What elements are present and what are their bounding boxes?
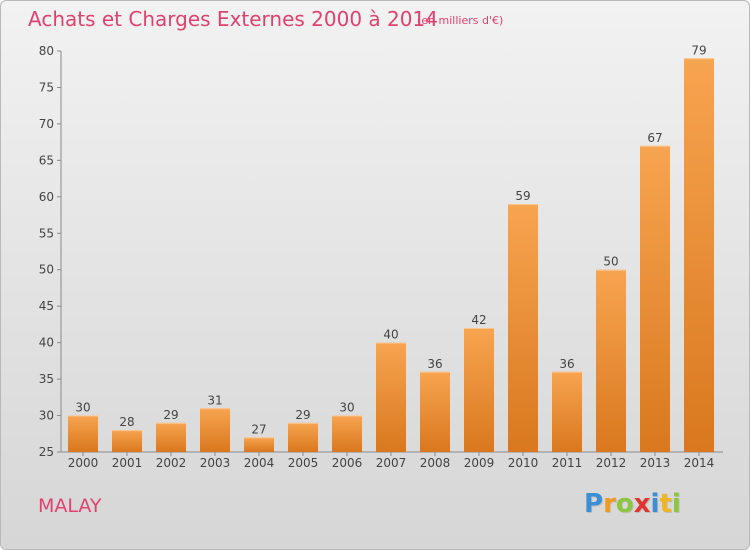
y-tick-label: 60 xyxy=(39,190,54,204)
x-tick-label: 2002 xyxy=(156,456,187,470)
bar xyxy=(112,430,142,452)
y-tick-label: 70 xyxy=(39,117,54,131)
data-label: 27 xyxy=(251,422,266,436)
bar xyxy=(420,371,450,452)
chart-subtitle: (en milliers d'€) xyxy=(417,14,504,27)
y-tick-label: 35 xyxy=(39,372,54,386)
bar xyxy=(640,145,670,453)
data-label: 36 xyxy=(559,357,574,371)
chart-bars: 30 28 29 31 27 29 30 40 36 42 59 36 50 67 79 xyxy=(68,43,714,453)
bar xyxy=(508,204,538,452)
data-label: 29 xyxy=(295,408,310,422)
x-tick-label: 2006 xyxy=(332,456,363,470)
bar xyxy=(68,415,98,452)
data-label: 30 xyxy=(339,401,354,415)
logo-letter: t xyxy=(659,489,672,519)
x-tick-label: 2012 xyxy=(596,456,627,470)
data-label: 28 xyxy=(119,415,134,429)
y-tick-label: 55 xyxy=(39,226,54,240)
y-tick-label: 30 xyxy=(39,409,54,423)
bar xyxy=(464,328,494,452)
location-label: MALAY xyxy=(38,495,102,517)
data-label: 40 xyxy=(383,328,398,342)
x-tick-label: 2013 xyxy=(640,456,671,470)
x-tick-label: 2010 xyxy=(508,456,539,470)
data-label: 42 xyxy=(471,313,486,327)
logo-letter: r xyxy=(603,489,616,519)
logo-letter: o xyxy=(615,489,634,519)
bar xyxy=(684,58,714,453)
bar xyxy=(596,269,626,452)
x-tick-label: 2009 xyxy=(464,456,495,470)
bar xyxy=(156,422,186,452)
data-label: 50 xyxy=(603,255,618,269)
y-tick-label: 80 xyxy=(39,44,54,58)
x-tick-label: 2001 xyxy=(112,456,143,470)
logo-letter: x xyxy=(633,489,651,519)
data-label: 79 xyxy=(691,43,706,57)
bar xyxy=(244,437,274,452)
x-tick-label: 2011 xyxy=(552,456,583,470)
x-tick-label: 2014 xyxy=(684,456,715,470)
chart-title: Achats et Charges Externes 2000 à 2014 xyxy=(28,7,438,31)
x-tick-label: 2000 xyxy=(68,456,99,470)
x-tick-label: 2008 xyxy=(420,456,451,470)
data-label: 30 xyxy=(75,401,90,415)
y-tick-label: 45 xyxy=(39,299,54,313)
bar xyxy=(376,342,406,452)
y-tick-label: 40 xyxy=(39,336,54,350)
bar xyxy=(200,408,230,452)
logo-letter: i xyxy=(650,489,660,519)
logo-letter: i xyxy=(671,489,681,519)
x-tick-label: 2007 xyxy=(376,456,407,470)
data-label: 29 xyxy=(163,408,178,422)
y-tick-label: 50 xyxy=(39,263,54,277)
data-label: 36 xyxy=(427,357,442,371)
brand-logo: Proxiti xyxy=(584,489,681,519)
y-tick-label: 75 xyxy=(39,80,54,94)
y-tick-label: 65 xyxy=(39,153,54,167)
data-label: 59 xyxy=(515,189,530,203)
data-label: 67 xyxy=(647,131,662,145)
x-tick-label: 2005 xyxy=(288,456,319,470)
x-tick-label: 2003 xyxy=(200,456,231,470)
bar xyxy=(288,422,318,452)
x-tick-label: 2004 xyxy=(244,456,275,470)
data-label: 31 xyxy=(207,393,222,407)
bar xyxy=(552,371,582,452)
chart-axes: 25 30 35 40 45 50 55 60 65 70 75 80 2000 2001 2002 2003… xyxy=(39,44,723,470)
bar xyxy=(332,415,362,452)
logo-letter: P xyxy=(584,489,604,519)
y-tick-label: 25 xyxy=(39,445,54,459)
